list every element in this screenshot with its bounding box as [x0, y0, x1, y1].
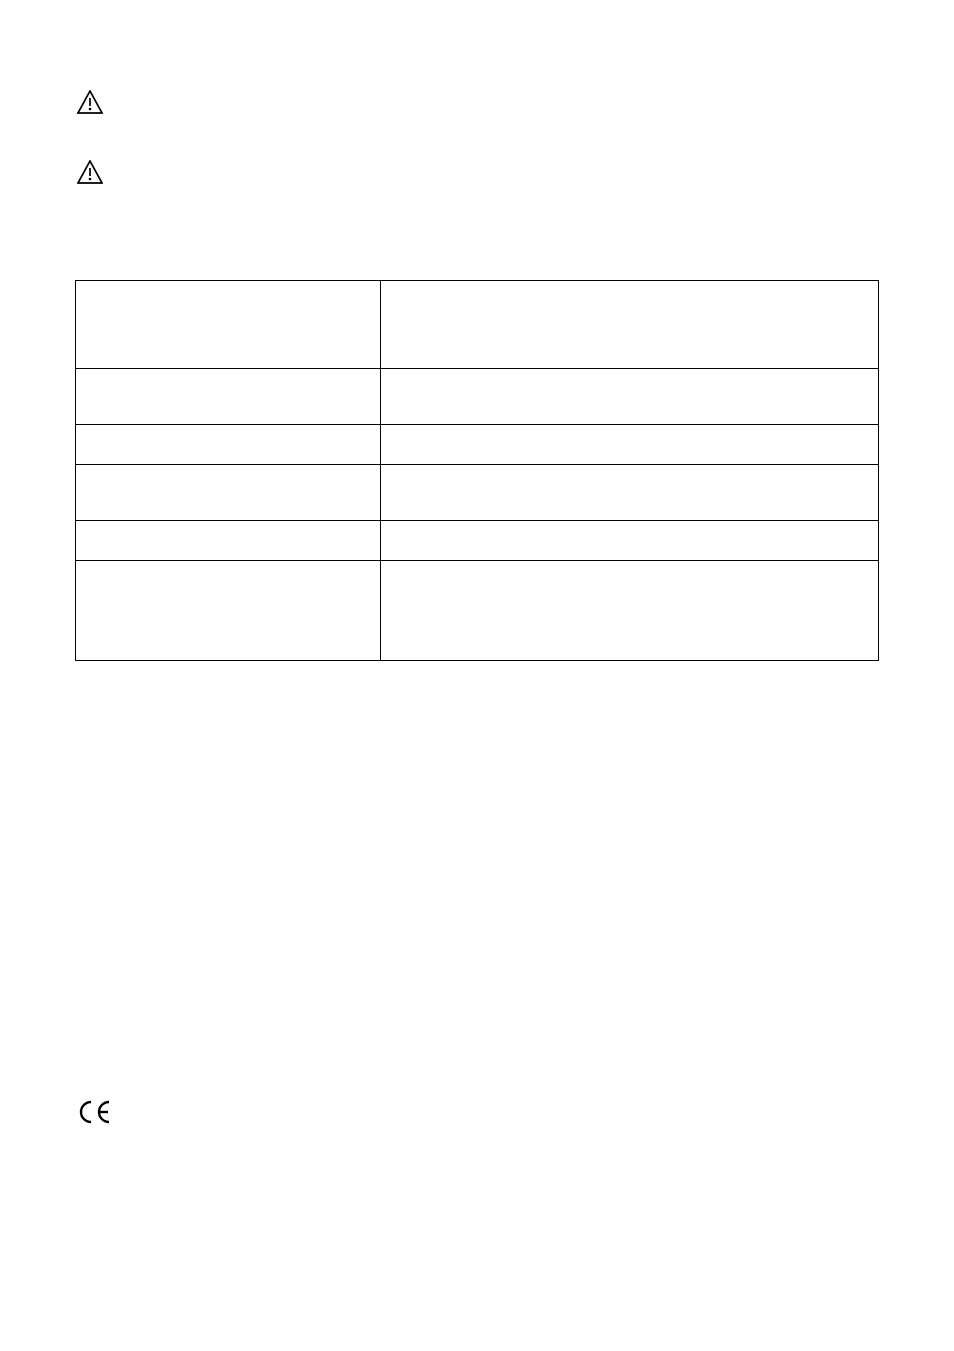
table-row — [76, 465, 879, 521]
table-row — [76, 561, 879, 661]
spec-table-body — [76, 281, 879, 661]
warning-row — [75, 160, 879, 200]
spec-cell-left — [76, 521, 381, 561]
ce-mark-icon — [78, 1100, 112, 1129]
spec-cell-left — [76, 281, 381, 369]
spec-cell-right — [381, 425, 879, 465]
spec-cell-left — [76, 465, 381, 521]
warning-triangle-icon — [75, 90, 105, 114]
spec-cell-left — [76, 561, 381, 661]
spec-cell-right — [381, 281, 879, 369]
spec-cell-left — [76, 369, 381, 425]
table-row — [76, 425, 879, 465]
table-row — [76, 369, 879, 425]
warning-triangle-icon — [75, 160, 105, 184]
spec-cell-right — [381, 521, 879, 561]
table-row — [76, 521, 879, 561]
spec-table — [75, 280, 879, 661]
spec-cell-right — [381, 561, 879, 661]
table-row — [76, 281, 879, 369]
page-root — [0, 0, 954, 1351]
spec-cell-left — [76, 425, 381, 465]
spec-cell-right — [381, 465, 879, 521]
spec-cell-right — [381, 369, 879, 425]
warning-row — [75, 90, 879, 130]
